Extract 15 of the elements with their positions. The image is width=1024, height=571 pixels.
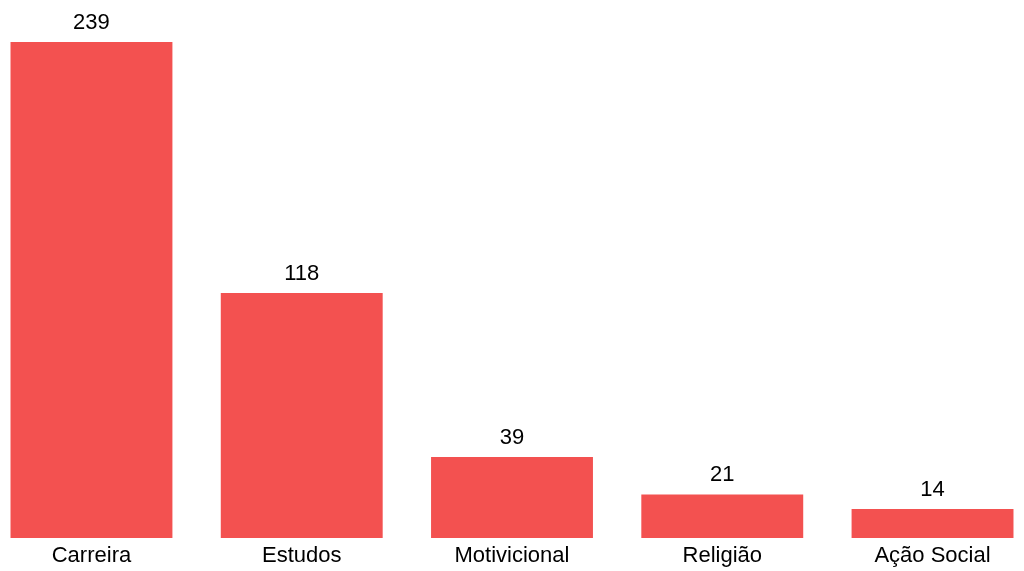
bar [641,494,804,538]
x-tick-label: Motivicional [454,541,570,567]
x-tick-label: Religião [682,541,763,567]
data-label: 239 [73,9,110,34]
x-tick-label: Carreira [51,541,132,567]
bar [220,293,383,538]
bar [431,457,593,538]
data-label: 118 [284,260,320,286]
data-label: 39 [499,424,525,450]
bar [851,508,1014,538]
x-tick-label: Ação Social [874,541,991,567]
data-label: 21 [710,461,735,487]
x-tick-label: Estudos [261,541,342,567]
bar [10,42,173,538]
data-label: 14 [920,475,945,501]
